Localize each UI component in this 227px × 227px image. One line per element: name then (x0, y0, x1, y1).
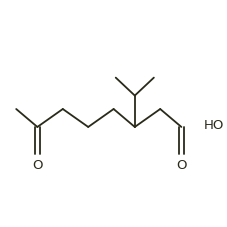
Text: O: O (32, 159, 43, 173)
Text: O: O (176, 159, 187, 173)
Text: HO: HO (204, 119, 224, 132)
